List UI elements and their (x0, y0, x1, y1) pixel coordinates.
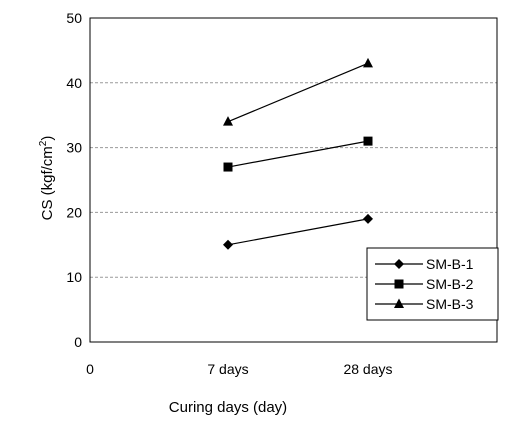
legend-label: SM-B-1 (426, 256, 474, 272)
x-tick-label: 28 days (343, 361, 392, 377)
legend-marker (394, 298, 404, 308)
series-3 (223, 57, 373, 126)
x-axis-title: Curing days (day) (169, 399, 287, 416)
legend-marker (394, 259, 404, 269)
y-tick-label: 0 (74, 334, 82, 350)
data-point (223, 239, 233, 250)
series-line (227, 62, 369, 123)
series-layer (223, 57, 373, 250)
y-tick-label: 20 (66, 204, 82, 220)
y-axis-ticks: 0 10 20 30 40 50 (66, 10, 82, 350)
x-axis-ticks: 0 7 days 28 days (86, 361, 392, 377)
legend-marker (394, 279, 404, 289)
series-1 (223, 213, 373, 250)
data-point (223, 116, 233, 126)
series-2 (223, 136, 373, 172)
x-tick-label: 0 (86, 361, 94, 377)
data-point (363, 136, 373, 146)
y-tick-label: 30 (66, 140, 82, 156)
series-line (227, 140, 369, 168)
legend-item: SM-B-3 (375, 296, 474, 312)
y-tick-label: 10 (66, 269, 82, 285)
grid-lines (90, 82, 497, 278)
x-tick-label: 7 days (207, 361, 248, 377)
y-tick-label: 40 (66, 75, 82, 91)
y-tick-label: 50 (66, 10, 82, 26)
y-axis-title: CS (kgf/cm2) (38, 136, 56, 221)
legend-item: SM-B-1 (375, 256, 474, 272)
plot-area-frame (89, 17, 498, 343)
legend-item: SM-B-2 (375, 276, 474, 292)
data-point (363, 57, 373, 68)
legend-label: SM-B-2 (426, 276, 474, 292)
legend: SM-B-1 SM-B-2 SM-B-3 (366, 247, 499, 321)
legend-label: SM-B-3 (426, 296, 474, 312)
data-point (363, 213, 373, 224)
series-line (227, 218, 369, 246)
data-point (223, 162, 233, 172)
